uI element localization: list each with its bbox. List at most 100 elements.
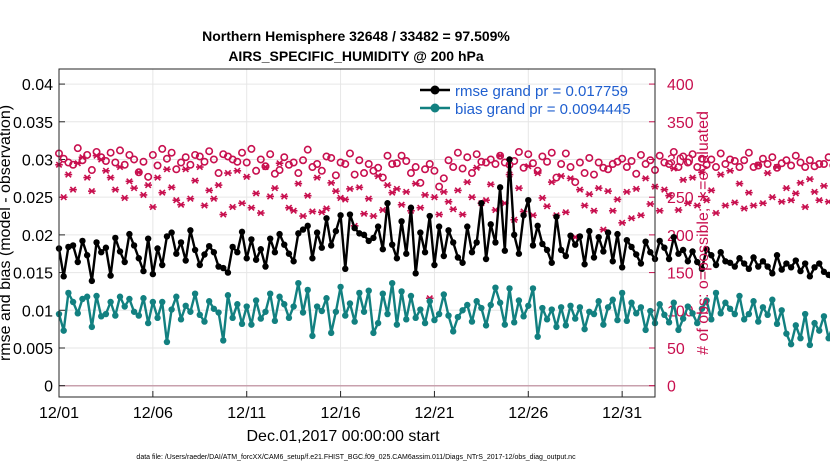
obs-possible-point [247,144,256,153]
series-rmse-point [421,249,429,256]
obs-evaluated-point [608,207,617,215]
series-rmse-point [257,246,264,253]
x-tick-label: 12/26 [508,405,548,422]
series-bias-point [543,316,551,323]
obs-possible-point [726,155,735,164]
series-bias-point [196,311,203,319]
series-bias-point [412,314,419,322]
series-bias-point [60,327,67,334]
series-rmse-point [88,277,96,285]
obs-evaluated-point [590,207,598,215]
series-rmse-point [299,226,307,233]
y-tick-label: 0.03 [22,152,53,169]
obs-evaluated-stroke [374,172,382,180]
series-rmse-point [168,229,175,236]
series-rmse-point [154,245,161,252]
series-rmse-point [496,184,504,191]
obs-possible-point [172,165,181,174]
obs-evaluated-point [641,175,650,182]
obs-evaluated-stroke [97,156,105,163]
series-rmse-point [637,260,645,267]
obs-possible-point [679,152,688,161]
obs-evaluated-stroke [135,169,143,176]
obs-evaluated-stroke [778,198,785,205]
obs-evaluated-stroke [722,202,729,209]
series-bias-point [346,300,354,307]
obs-evaluated-point [449,205,458,213]
obs-possible-point [449,163,458,172]
series-rmse-point [121,258,128,266]
series-rmse-point [581,261,588,268]
series-bias-point [454,313,462,321]
obs-possible-point [477,157,486,166]
series-bias-point [445,312,452,319]
obs-possible-point [336,158,345,167]
series-rmse-point [755,263,762,270]
obs-evaluated-stroke [726,167,734,175]
series-bias-point [548,306,555,313]
series-rmse-point [450,239,457,246]
obs-evaluated-stroke [703,196,710,204]
obs-possible-point [580,169,589,178]
obs-evaluated-stroke [764,169,771,177]
obs-possible-point [467,169,476,178]
series-bias-point [726,305,734,312]
series-rmse-point [740,260,748,267]
series-bias-point [135,312,142,319]
obs-evaluated-point [275,159,284,167]
obs-evaluated-stroke [290,207,297,215]
series-rmse-point [778,266,785,273]
obs-evaluated-point [754,161,763,169]
obs-evaluated-stroke [219,211,227,218]
series-bias-point [295,279,302,287]
obs-evaluated-point [364,195,373,202]
obs-possible-point [411,163,420,172]
obs-possible-point [543,157,552,166]
series-rmse-point [248,236,255,243]
series-bias-point [501,321,509,328]
series-bias-point [337,283,344,291]
obs-evaluated-stroke [168,184,175,191]
obs-evaluated-stroke [304,192,311,199]
obs-evaluated-point [515,184,523,192]
obs-evaluated-point [646,200,655,208]
obs-possible-point [824,153,830,162]
obs-evaluated-stroke [815,196,823,204]
obs-evaluated-point [167,184,176,191]
obs-possible-point [242,158,251,167]
series-bias-point [769,296,776,303]
obs-evaluated-stroke [365,195,372,202]
series-bias-point [722,299,729,306]
obs-evaluated-stroke [163,166,171,173]
series-rmse-point [342,265,349,273]
obs-evaluated-point [472,164,481,172]
legend: rmse grand pr = 0.017759 bias grand pr =… [420,83,631,118]
obs-evaluated-point [355,184,364,191]
series-bias-point [144,319,152,327]
obs-evaluated-point [158,189,167,196]
obs-evaluated-point [562,208,570,216]
series-rmse-point [590,254,598,261]
series-rmse-point [468,249,476,256]
series-rmse-point [464,223,471,230]
series-rmse-point [787,264,795,271]
series-bias-point [159,298,166,306]
series-rmse-point [220,264,227,272]
series-bias-point [168,306,175,313]
obs-evaluated-point [411,180,420,187]
obs-evaluated-stroke [801,203,809,211]
series-bias-point [417,306,424,313]
series-bias-point [220,337,227,344]
obs-evaluated-point [440,188,448,196]
series-rmse-point [79,237,86,245]
obs-evaluated-stroke [614,196,621,203]
obs-evaluated-point [200,202,209,209]
series-bias-point [323,295,330,302]
x-tick-label: 12/21 [414,405,454,422]
obs-evaluated-point [139,191,148,199]
obs-evaluated-stroke [158,189,166,196]
obs-evaluated-stroke [665,192,673,199]
obs-evaluated-point [73,159,82,167]
obs-evaluated-point [791,190,800,197]
obs-evaluated-stroke [557,172,565,180]
